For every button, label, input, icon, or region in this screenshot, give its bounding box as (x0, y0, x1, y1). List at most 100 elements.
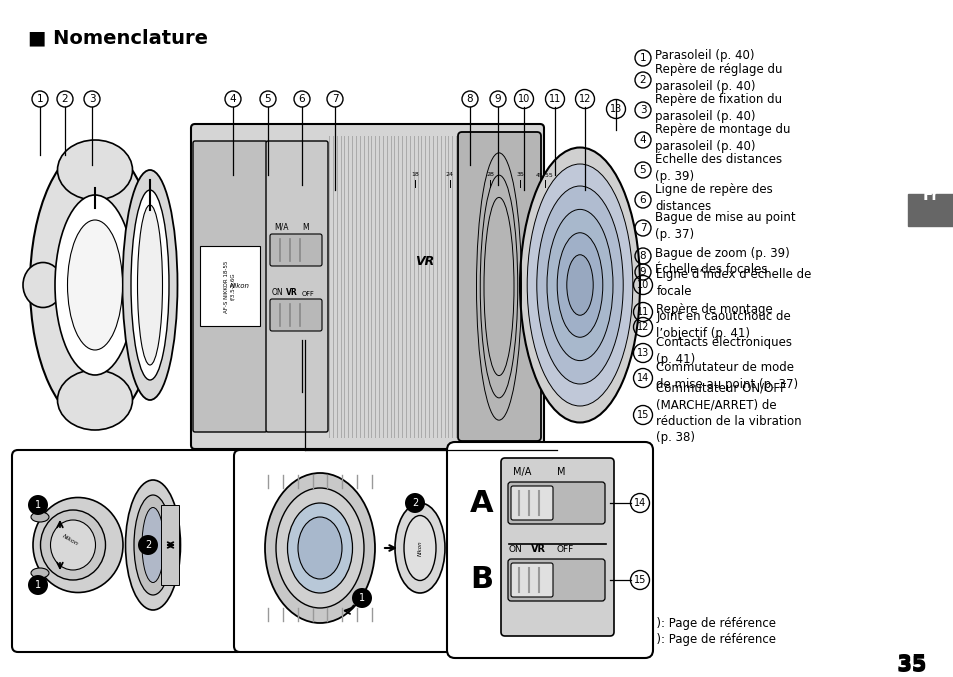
Ellipse shape (265, 473, 375, 623)
Text: Ligne d’index d’échelle de
focale: Ligne d’index d’échelle de focale (656, 268, 811, 298)
Text: 9: 9 (495, 94, 500, 104)
Text: VR: VR (531, 544, 545, 554)
FancyBboxPatch shape (507, 559, 604, 601)
Ellipse shape (30, 145, 160, 425)
Text: 2: 2 (62, 94, 69, 104)
Bar (200, 246, 260, 326)
Ellipse shape (287, 503, 352, 593)
Ellipse shape (557, 233, 602, 337)
Text: 6: 6 (298, 94, 305, 104)
Text: 1: 1 (35, 500, 41, 510)
Text: M/A: M/A (513, 467, 531, 477)
Ellipse shape (546, 209, 613, 361)
Text: 7: 7 (332, 94, 338, 104)
Text: Repère de réglage du
parasoleil (p. 40): Repère de réglage du parasoleil (p. 40) (655, 63, 781, 93)
Text: 1: 1 (639, 53, 645, 63)
Text: 35: 35 (516, 173, 523, 177)
Ellipse shape (68, 220, 122, 350)
Text: Repère de fixation du
parasoleil (p. 40): Repère de fixation du parasoleil (p. 40) (655, 93, 781, 123)
Text: 24: 24 (446, 173, 454, 177)
Text: B: B (470, 565, 493, 594)
Text: M: M (302, 223, 309, 232)
Ellipse shape (527, 164, 632, 406)
Text: 11: 11 (548, 94, 560, 104)
Text: 11: 11 (637, 307, 648, 317)
Text: ( ): Page de référence: ( ): Page de référence (647, 633, 775, 646)
Text: A: A (470, 489, 493, 517)
Bar (161, 505, 179, 585)
Ellipse shape (519, 148, 639, 422)
FancyBboxPatch shape (193, 141, 267, 432)
Text: 2: 2 (145, 540, 151, 550)
Ellipse shape (275, 488, 364, 608)
Text: AF-S NIKKOR 18-55
f/3.5-5.6G: AF-S NIKKOR 18-55 f/3.5-5.6G (224, 261, 235, 313)
Text: Échelle des focales: Échelle des focales (655, 263, 767, 276)
Text: ■ Nomenclature: ■ Nomenclature (28, 28, 208, 47)
Text: Commutateur ON/OFF
(MARCHE/ARRET) de
réduction de la vibration
(p. 38): Commutateur ON/OFF (MARCHE/ARRET) de réd… (656, 382, 801, 444)
FancyBboxPatch shape (447, 442, 652, 658)
Ellipse shape (297, 517, 341, 579)
Text: 2: 2 (639, 75, 645, 85)
Text: 28: 28 (485, 173, 494, 177)
Text: 6: 6 (639, 195, 645, 205)
Circle shape (138, 535, 158, 555)
Ellipse shape (133, 495, 172, 595)
Circle shape (405, 493, 424, 513)
Circle shape (352, 588, 372, 608)
Text: 2: 2 (412, 498, 417, 508)
Text: 10: 10 (517, 94, 530, 104)
Text: Contacts électroniques
(p. 41): Contacts électroniques (p. 41) (656, 336, 792, 366)
FancyBboxPatch shape (266, 141, 328, 432)
FancyBboxPatch shape (457, 132, 540, 441)
Text: Fr: Fr (922, 188, 939, 204)
Text: 18: 18 (411, 173, 418, 177)
Ellipse shape (131, 190, 169, 380)
Text: Commutateur de mode
de mise au point (p. 37): Commutateur de mode de mise au point (p.… (656, 362, 798, 391)
Ellipse shape (126, 480, 180, 610)
Circle shape (28, 575, 48, 595)
Text: Bague de zoom (p. 39): Bague de zoom (p. 39) (655, 248, 789, 261)
FancyBboxPatch shape (191, 124, 543, 449)
Text: Repère de montage: Repère de montage (656, 303, 773, 317)
Ellipse shape (57, 140, 132, 200)
Text: 3: 3 (89, 94, 95, 104)
Text: OFF: OFF (557, 545, 574, 554)
Text: 8: 8 (639, 251, 645, 261)
Text: Échelle des distances
(p. 39): Échelle des distances (p. 39) (655, 153, 781, 183)
Ellipse shape (537, 186, 622, 384)
Ellipse shape (30, 512, 49, 522)
Text: 15: 15 (633, 575, 645, 585)
Text: Nikon: Nikon (61, 533, 79, 546)
Text: Nikon: Nikon (417, 540, 422, 556)
Ellipse shape (30, 568, 49, 578)
Text: 45/55: 45/55 (536, 173, 554, 177)
Text: 7: 7 (639, 223, 645, 233)
Text: OFF: OFF (302, 291, 314, 297)
Text: VR: VR (286, 288, 297, 297)
FancyBboxPatch shape (907, 194, 953, 226)
Text: 1: 1 (36, 94, 43, 104)
Ellipse shape (142, 508, 164, 582)
Text: 12: 12 (637, 322, 648, 332)
Text: Joint en caoutchouc de
l’objectif (p. 41): Joint en caoutchouc de l’objectif (p. 41… (656, 310, 790, 340)
Text: 1: 1 (358, 593, 365, 603)
Text: Repère de montage du
parasoleil (p. 40): Repère de montage du parasoleil (p. 40) (655, 123, 790, 153)
Text: ON: ON (509, 545, 522, 554)
FancyBboxPatch shape (233, 450, 456, 652)
Text: Nikon: Nikon (230, 284, 250, 290)
FancyBboxPatch shape (507, 482, 604, 524)
Text: 13: 13 (609, 104, 621, 114)
Ellipse shape (122, 170, 177, 400)
FancyBboxPatch shape (511, 563, 553, 597)
Circle shape (28, 495, 48, 515)
Text: 35: 35 (895, 654, 926, 674)
Text: 4: 4 (639, 135, 645, 145)
Ellipse shape (127, 263, 167, 307)
Text: 8: 8 (466, 94, 473, 104)
Text: 15: 15 (637, 410, 648, 420)
Ellipse shape (403, 515, 436, 580)
Text: M: M (557, 467, 565, 477)
Text: 12: 12 (578, 94, 591, 104)
Text: VR: VR (415, 255, 435, 268)
Text: 5: 5 (639, 165, 645, 175)
